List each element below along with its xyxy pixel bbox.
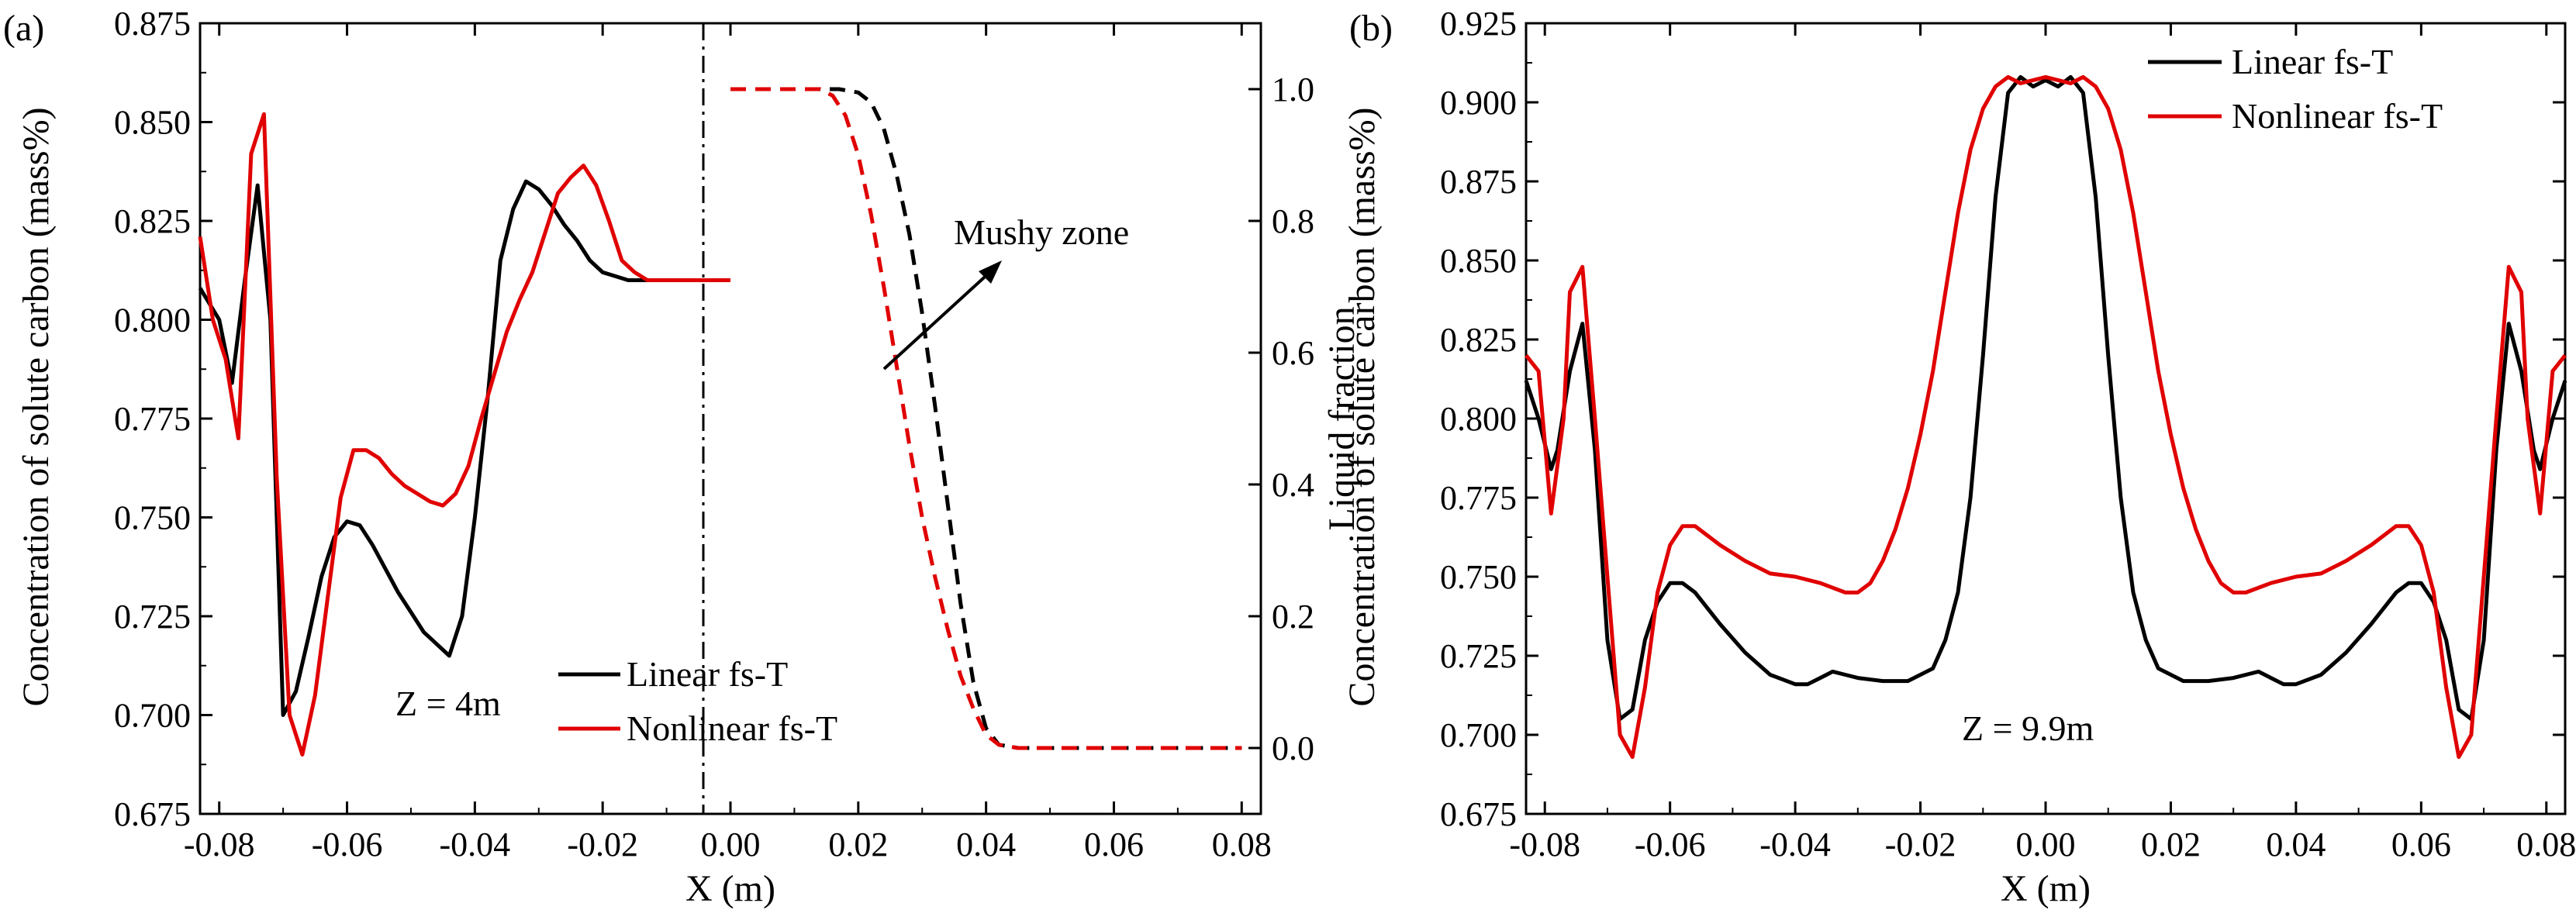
legend-label-nonlinear: Nonlinear fs-T	[2232, 96, 2443, 136]
y-tick-label: 0.775	[1440, 479, 1517, 517]
y-axis-label: Concentration of solute carbon (mass%)	[16, 107, 57, 706]
y-tick-label: 0.875	[1440, 163, 1517, 201]
y-tick-label: 0.925	[1440, 5, 1517, 43]
y-tick-label: 0.825	[1440, 321, 1517, 359]
mushy-zone-arrow	[882, 268, 994, 371]
y2-tick-label: 0.8	[1272, 202, 1314, 240]
panel-a: (a) -0.08 -0.06 -0.04 -0.02 0.00 0.02 0.04 0.06…	[3, 5, 1362, 909]
y2-tick-label: 0.0	[1272, 729, 1314, 767]
y2-tick-label: 1.0	[1272, 71, 1314, 109]
y-tick-label: 0.850	[114, 104, 191, 142]
panel-b-series	[1524, 74, 2567, 760]
x-tick-label: -0.02	[1885, 826, 1956, 863]
panel-b-label: (b)	[1349, 8, 1393, 49]
panel-b: (b) -0.08 -0.06 -0.04 -0.02 0.00 0.02 0.04 0.06…	[1342, 5, 2576, 909]
y-tick-label: 0.875	[114, 5, 191, 43]
panel-b-legend: Linear fs-T Nonlinear fs-T	[2148, 42, 2443, 136]
x-tick-label: 0.02	[828, 826, 888, 863]
legend-label-nonlinear: Nonlinear fs-T	[627, 708, 837, 748]
x-tick-label: 0.06	[1084, 826, 1144, 863]
y-tick-label: 0.675	[114, 795, 191, 833]
y-tick-label: 0.700	[1440, 716, 1517, 754]
legend-label-linear: Linear fs-T	[627, 654, 788, 694]
y-tick-label: 0.700	[114, 697, 191, 735]
x-tick-label: 0.00	[701, 826, 761, 863]
x-tick-label: -0.04	[440, 826, 511, 863]
series-line	[730, 87, 1242, 750]
x-tick-label: 0.02	[2141, 826, 2201, 863]
y-tick-label: 0.900	[1440, 84, 1517, 122]
x-tick-label: -0.06	[1635, 826, 1706, 863]
panel-b-z-label: Z = 9.9m	[1962, 708, 2094, 748]
x-axis-label: X (m)	[2001, 868, 2091, 909]
panel-a-series	[198, 87, 1242, 757]
x-tick-label: 0.08	[2516, 826, 2576, 863]
panel-a-label: (a)	[3, 8, 44, 49]
x-tick-label: -0.02	[567, 826, 638, 863]
mushy-zone-label: Mushy zone	[954, 212, 1129, 252]
series-line	[198, 179, 730, 717]
x-tick-label: -0.08	[1509, 826, 1580, 863]
series-line	[198, 112, 730, 757]
x-tick-label: 0.08	[1212, 826, 1272, 863]
x-tick-label: -0.08	[184, 826, 255, 863]
plot-frame	[1525, 22, 2567, 815]
x-axis-label: X (m)	[685, 868, 775, 909]
y-tick-label: 0.750	[114, 499, 191, 537]
x-tick-label: 0.04	[2266, 826, 2326, 863]
legend-label-linear: Linear fs-T	[2232, 42, 2393, 81]
y-tick-label: 0.850	[1440, 242, 1517, 280]
series-line	[730, 87, 1242, 750]
y2-axis-label: Liquid fraction	[1321, 306, 1362, 530]
y2-tick-label: 0.2	[1272, 598, 1314, 636]
y-tick-label: 0.800	[114, 302, 191, 340]
panel-a-legend: Linear fs-T Nonlinear fs-T	[558, 654, 837, 748]
y-tick-label: 0.675	[1440, 795, 1517, 833]
y-tick-label: 0.775	[114, 400, 191, 438]
plot-frame	[199, 22, 1262, 815]
y-tick-label: 0.800	[1440, 400, 1517, 438]
y2-tick-label: 0.4	[1272, 466, 1314, 504]
panel-b-axes: -0.08 -0.06 -0.04 -0.02 0.00 0.02 0.04 0.06 0.08…	[1342, 5, 2576, 909]
y-tick-label: 0.750	[1440, 558, 1517, 596]
panel-a-axes: -0.08 -0.06 -0.04 -0.02 0.00 0.02 0.04 0.06 0.08…	[16, 5, 1362, 909]
x-tick-label: -0.06	[312, 826, 383, 863]
x-tick-label: 0.00	[2016, 826, 2076, 863]
x-tick-label: 0.06	[2391, 826, 2451, 863]
y2-tick-label: 0.6	[1272, 334, 1314, 372]
x-tick-label: -0.04	[1759, 826, 1831, 863]
y-tick-label: 0.725	[1440, 637, 1517, 675]
panel-a-z-label: Z = 4m	[395, 684, 501, 723]
y-axis-label: Concentration of solute carbon (mass%)	[1342, 107, 1383, 706]
series-line	[1524, 74, 2567, 722]
series-line	[1525, 74, 2567, 760]
mushy-zone-arrowhead	[979, 260, 1002, 284]
x-tick-label: 0.04	[956, 826, 1016, 863]
y-tick-label: 0.725	[114, 598, 191, 636]
y-tick-label: 0.825	[114, 202, 191, 240]
